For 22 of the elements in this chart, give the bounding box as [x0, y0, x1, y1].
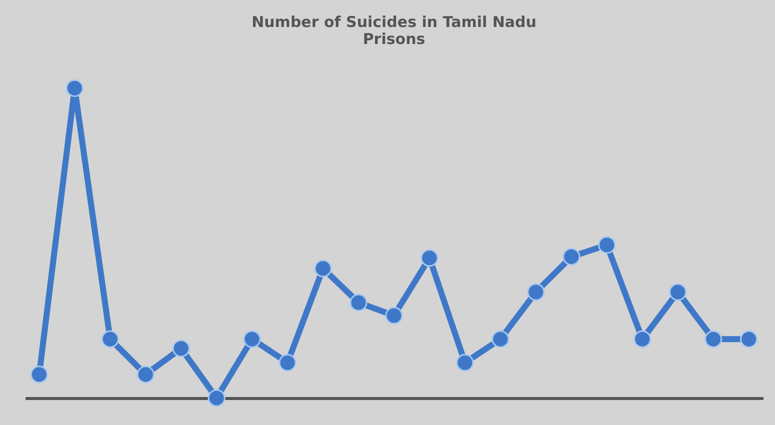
point [704, 330, 722, 348]
point [456, 354, 474, 372]
point [492, 330, 510, 348]
point [66, 79, 84, 97]
point [562, 248, 580, 266]
point [278, 354, 296, 372]
point [598, 236, 616, 254]
point [243, 330, 261, 348]
point [208, 389, 226, 407]
point [172, 340, 190, 358]
point [740, 330, 758, 348]
point [101, 330, 119, 348]
point [136, 366, 154, 384]
point [30, 366, 48, 384]
point [314, 260, 332, 278]
point [350, 294, 368, 312]
point [634, 330, 652, 348]
point [420, 249, 438, 267]
chart-title: Number of Suicides in Tamil Nadu Prisons [252, 13, 536, 48]
point [385, 306, 403, 324]
point [527, 283, 545, 301]
point [669, 283, 687, 301]
